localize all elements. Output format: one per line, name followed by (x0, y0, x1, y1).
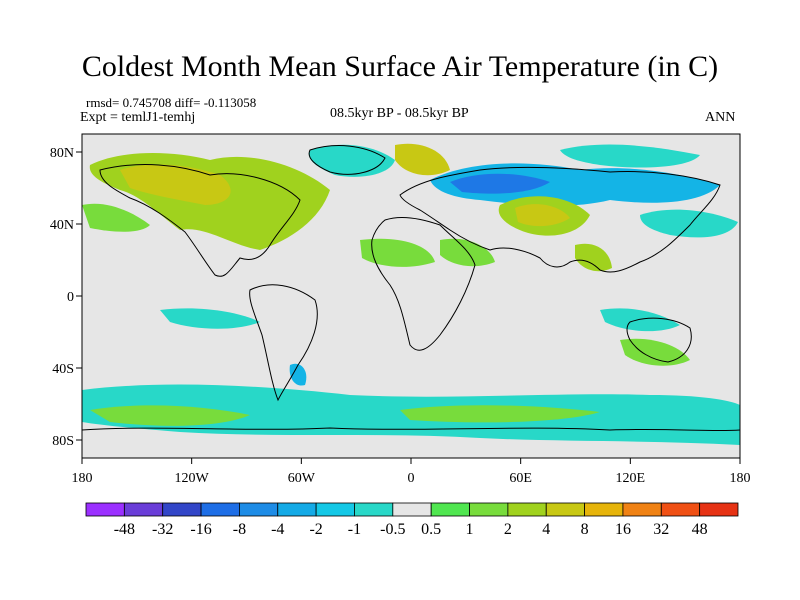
colorbar-label: 48 (692, 521, 708, 538)
anomaly-arctic-east (560, 144, 700, 168)
colorbar-swatch (507, 502, 547, 517)
colorbar-label: -32 (152, 521, 173, 538)
anomaly-india-east (575, 243, 612, 272)
colorbar-label: 8 (581, 521, 589, 538)
coastlines (82, 145, 740, 432)
coast-south-america (249, 284, 318, 402)
colorbar-swatch (430, 502, 470, 517)
x-tick-label: 180 (72, 471, 93, 486)
x-tick-label: 60W (288, 471, 316, 486)
colorbar-label: -4 (271, 521, 284, 538)
x-tick-label: 0 (408, 471, 415, 486)
experiment-label: Expt = temlJ1-temhj (80, 110, 196, 125)
colorbar-label: 4 (542, 521, 550, 538)
colorbar-swatch (660, 502, 701, 517)
coast-australia (626, 317, 692, 363)
y-tick-label: 80N (50, 146, 74, 161)
x-tick-label: 180 (730, 471, 751, 486)
colorbar-swatch (162, 502, 202, 517)
colorbar-label: -2 (309, 521, 322, 538)
anomaly-australia (620, 338, 690, 366)
colorbar-label: 0.5 (421, 521, 441, 538)
anomaly-patagonia (289, 363, 307, 386)
period-label: 08.5kyr BP - 08.5kyr BP (330, 106, 469, 121)
colorbar-swatch (239, 502, 279, 517)
coast-antarctica (82, 427, 740, 432)
anomaly-north-pacific (640, 209, 738, 238)
y-tick-label: 40N (50, 218, 74, 233)
y-tick-label: 40S (52, 362, 74, 377)
colorbar-swatch (277, 502, 317, 517)
colorbar-label: 1 (466, 521, 474, 538)
colorbar-swatch (584, 502, 624, 517)
colorbar-swatch (123, 502, 164, 517)
anomaly-sahara (360, 238, 435, 267)
colorbar-label: -48 (114, 521, 135, 538)
colorbar-swatch (622, 502, 662, 517)
colorbar-label: -1 (348, 521, 361, 538)
colorbar-swatch (200, 502, 240, 517)
colorbar-label: 2 (504, 521, 512, 538)
map-title: Coldest Month Mean Surface Air Temperatu… (81, 50, 719, 83)
axis-ticks: 180 120W 60W 0 60E 120E 180 80N 40N 0 40S 80S (50, 146, 751, 486)
anomaly-siberia-core (450, 173, 550, 194)
anomaly-southern-ocean-warm-west (90, 405, 250, 426)
coast-north-america (99, 164, 301, 277)
colorbar-swatch (392, 502, 432, 517)
colorbar-label: -8 (233, 521, 246, 538)
y-tick-label: 0 (67, 290, 74, 305)
colorbar-swatch (85, 502, 125, 517)
anomaly-north-atlantic (395, 143, 450, 176)
anomaly-pacific-north (82, 203, 150, 232)
colorbar-swatch (469, 502, 509, 517)
coast-eurasia (399, 166, 721, 273)
y-tick-label: 80S (52, 434, 74, 449)
colorbar-swatch (545, 502, 585, 517)
x-tick-label: 120W (175, 471, 210, 486)
colorbar-label: 32 (653, 521, 669, 538)
coast-greenland (308, 145, 386, 175)
anomaly-field (82, 143, 740, 445)
colorbar-label: -0.5 (380, 521, 405, 538)
stats-text: rmsd= 0.745708 diff= -0.113058 (86, 95, 257, 110)
anomaly-tibet (515, 204, 570, 227)
x-tick-label: 60E (509, 471, 532, 486)
coast-africa (371, 217, 476, 351)
colorbar-swatch (699, 502, 739, 517)
anomaly-southern-ocean-warm-east (400, 405, 600, 423)
colorbar-swatch (315, 502, 355, 517)
colorbar: -48 -32 -16 -8 -4 -2 -1 -0.5 0.5 1 2 4 8 16 32 48 (85, 502, 739, 538)
anomaly-north-america-core (120, 164, 231, 205)
x-tick-label: 120E (616, 471, 646, 486)
colorbar-label: 16 (615, 521, 631, 538)
colorbar-swatch (354, 502, 394, 517)
anomaly-south-pacific (160, 308, 260, 329)
season-label: ANN (705, 110, 736, 125)
colorbar-label: -16 (190, 521, 211, 538)
